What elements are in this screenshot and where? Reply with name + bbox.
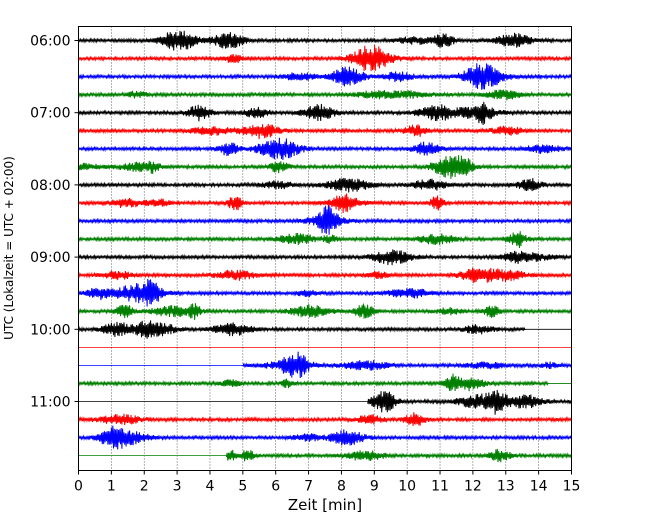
y-tick-label: 09:00 [30,250,70,266]
x-axis-label: Zeit [min] [288,496,362,514]
x-tick-label: 5 [238,479,247,495]
x-tick-label: 1 [107,479,116,495]
x-tick-label: 14 [530,479,548,495]
seismic-trace [367,390,572,415]
x-tick-label: 10 [398,479,416,495]
seismic-trace [78,412,572,427]
x-ticks: 0 1 2 3 4 5 6 7 8 9 10 11 12 13 14 15 [74,470,581,495]
y-tick-label: 10:00 [30,322,70,338]
seismic-trace [78,89,572,101]
y-axis-label: UTC (Lokalzeit = UTC + 02:00) [2,156,16,340]
seismic-trace [78,45,572,72]
seismic-trace [78,267,572,284]
seismic-trace [78,278,572,307]
seismic-trace [78,101,572,125]
seismic-trace [78,231,572,248]
seismic-trace [225,448,572,463]
x-tick-label: 7 [304,479,313,495]
trace-series [78,30,572,463]
seismic-trace [78,249,572,266]
x-tick-label: 8 [337,479,346,495]
seismic-trace [78,373,549,392]
seismic-trace [78,123,572,140]
x-tick-label: 2 [140,479,149,495]
seismic-trace [78,193,572,213]
seismic-trace [78,303,572,320]
y-tick-label: 11:00 [30,395,70,411]
y-tick-label: 08:00 [30,178,70,194]
seismic-trace [78,30,572,51]
x-tick-label: 3 [173,479,182,495]
y-tick-label: 07:00 [30,106,70,122]
y-tick-label: 06:00 [30,34,70,50]
x-tick-label: 12 [464,479,482,495]
seismic-trace [78,205,572,235]
y-ticks: 06:00 07:00 08:00 09:00 10:00 11:00 [30,34,79,411]
x-tick-label: 6 [271,479,280,495]
x-tick-label: 0 [74,479,83,495]
x-tick-label: 15 [563,479,581,495]
x-tick-label: 4 [206,479,215,495]
plot-frame [78,26,572,471]
seismic-trace [78,137,572,161]
seismic-trace [78,177,572,193]
x-tick-label: 13 [497,479,515,495]
seismic-trace [242,351,572,378]
seismic-trace [78,320,526,339]
seismic-trace [78,425,572,450]
x-tick-label: 9 [370,479,379,495]
seismic-trace [78,155,572,179]
x-tick-label: 11 [431,479,449,495]
seismic-trace [78,63,572,90]
